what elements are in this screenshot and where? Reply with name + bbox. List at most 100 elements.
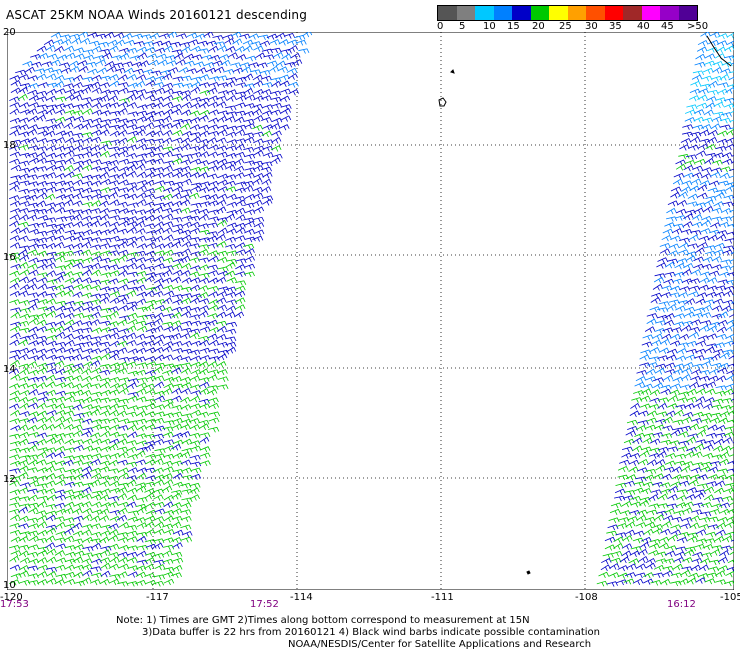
- wind-barb: [172, 129, 183, 137]
- wind-barb: [261, 110, 273, 117]
- wind-barb: [162, 82, 174, 89]
- wind-barb: [145, 130, 156, 137]
- wind-barb: [143, 563, 155, 571]
- wind-barb: [706, 136, 718, 144]
- wind-barb: [53, 275, 64, 283]
- wind-barb: [697, 383, 709, 390]
- wind-barb: [27, 89, 39, 96]
- wind-barb: [126, 290, 137, 297]
- wind-barb: [81, 430, 92, 438]
- wind-barb: [244, 123, 256, 130]
- wind-barb: [117, 74, 128, 81]
- wind-barb: [232, 38, 243, 46]
- wind-barb: [651, 523, 663, 530]
- wind-barb: [136, 306, 148, 313]
- wind-barb: [117, 129, 128, 137]
- wind-barb: [674, 453, 687, 460]
- wind-barb: [114, 39, 126, 46]
- wind-barb: [90, 336, 102, 342]
- wind-barb: [152, 206, 164, 214]
- wind-barb: [97, 67, 108, 75]
- wind-barb: [715, 579, 727, 585]
- wind-barb: [72, 460, 84, 466]
- wind-barb: [706, 333, 718, 340]
- wind-barb: [197, 172, 209, 179]
- wind-barb: [207, 193, 219, 201]
- wind-barb: [189, 172, 201, 179]
- wind-barb: [99, 129, 110, 136]
- wind-barb: [635, 376, 647, 383]
- wind-barb: [695, 340, 707, 347]
- wind-barb: [46, 73, 57, 80]
- wind-barb: [189, 482, 201, 489]
- wind-barb: [19, 335, 31, 342]
- wind-barb: [723, 98, 734, 104]
- wind-barb: [216, 297, 227, 304]
- wind-barb: [72, 515, 84, 522]
- wind-barb: [225, 46, 236, 53]
- wind-barb: [189, 110, 200, 117]
- wind-barb: [26, 347, 38, 355]
- wind-barb: [684, 209, 697, 216]
- wind-barb: [695, 150, 707, 157]
- wind-barb: [153, 325, 164, 332]
- wind-barb: [664, 362, 676, 369]
- wind-barb: [720, 545, 732, 551]
- wind-barb: [704, 578, 716, 585]
- wind-barb: [117, 137, 129, 145]
- wind-barb: [9, 108, 20, 116]
- wind-barb: [180, 356, 192, 363]
- wind-barb: [144, 398, 156, 405]
- wind-barb: [45, 362, 57, 368]
- wind-barb: [9, 579, 20, 586]
- wind-barb: [216, 163, 227, 171]
- wind-barb: [700, 502, 712, 508]
- wind-barb: [117, 241, 128, 249]
- wind-barb: [706, 481, 718, 487]
- wind-barb: [9, 102, 21, 109]
- wind-barb: [674, 263, 685, 270]
- wind-barb: [278, 39, 289, 46]
- wind-barb: [55, 368, 66, 375]
- wind-barb: [729, 453, 734, 457]
- wind-barb: [167, 67, 179, 74]
- wind-barb: [46, 578, 57, 585]
- wind-barb: [55, 508, 67, 515]
- wind-barb: [190, 277, 201, 284]
- wind-barb: [680, 523, 692, 529]
- wind-barb: [163, 509, 175, 516]
- wind-barb: [683, 501, 694, 508]
- wind-barb: [712, 298, 724, 305]
- wind-barb: [692, 402, 704, 409]
- wind-barb: [243, 87, 254, 95]
- wind-barb: [28, 243, 40, 250]
- y-tick-label: 20: [3, 27, 16, 38]
- wind-barb: [634, 381, 646, 389]
- pass-time-right: 16:12: [667, 599, 696, 610]
- wind-barb: [109, 556, 120, 564]
- wind-barb: [135, 257, 147, 264]
- wind-barb: [670, 481, 682, 488]
- wind-barb: [163, 439, 175, 446]
- wind-barb: [37, 410, 48, 418]
- wind-barb: [235, 91, 247, 97]
- wind-barb: [46, 104, 58, 110]
- wind-barb: [27, 202, 39, 209]
- wind-barb: [45, 374, 56, 382]
- wind-barb: [633, 530, 645, 537]
- wind-barb: [91, 117, 103, 124]
- wind-barb: [253, 150, 264, 157]
- wind-barb: [676, 199, 688, 207]
- wind-barb: [207, 333, 218, 340]
- wind-barb: [36, 45, 47, 53]
- wind-barb: [670, 429, 681, 437]
- wind-barb: [54, 74, 65, 82]
- wind-barb: [676, 536, 688, 544]
- wind-barb: [19, 284, 30, 291]
- wind-barb: [162, 284, 174, 291]
- wind-barb: [643, 433, 655, 439]
- wind-barb: [225, 152, 237, 159]
- wind-barb: [118, 220, 130, 228]
- wind-barb: [54, 320, 66, 327]
- wind-barb: [45, 207, 56, 214]
